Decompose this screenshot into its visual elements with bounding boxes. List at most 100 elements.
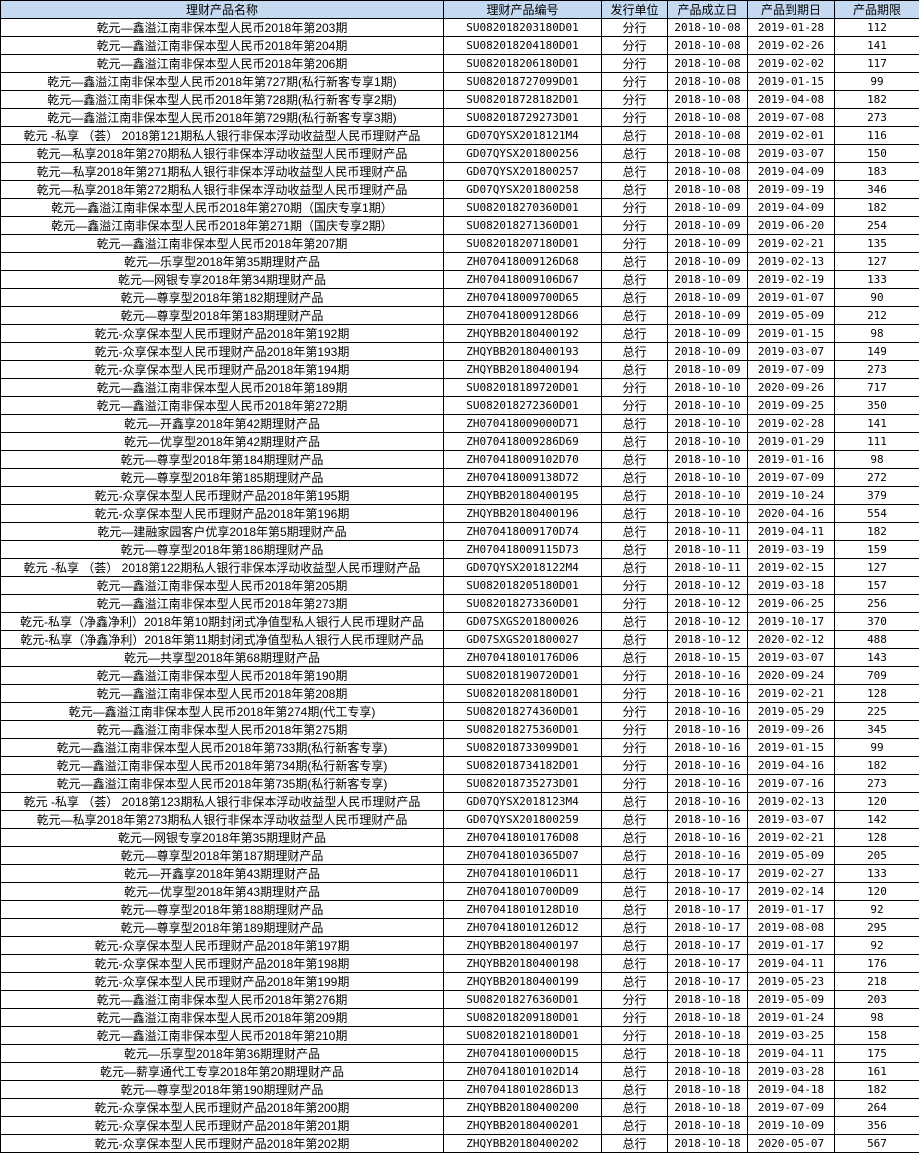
cell-issuer[interactable]: 总行 bbox=[602, 793, 668, 811]
cell-term-days[interactable]: 141 bbox=[835, 415, 919, 433]
cell-start-date[interactable]: 2018-10-18 bbox=[668, 1063, 748, 1081]
cell-product-name[interactable]: 乾元—鑫溢江南非保本型人民币2018年第204期 bbox=[1, 37, 444, 55]
cell-end-date[interactable]: 2019-03-07 bbox=[748, 811, 835, 829]
cell-product-code[interactable]: ZH070418009106D67 bbox=[444, 271, 602, 289]
cell-start-date[interactable]: 2018-10-16 bbox=[668, 757, 748, 775]
cell-term-days[interactable]: 120 bbox=[835, 793, 919, 811]
cell-issuer[interactable]: 总行 bbox=[602, 1117, 668, 1135]
cell-end-date[interactable]: 2019-06-25 bbox=[748, 595, 835, 613]
cell-issuer[interactable]: 分行 bbox=[602, 1009, 668, 1027]
cell-product-code[interactable]: SU082018208180D01 bbox=[444, 685, 602, 703]
cell-start-date[interactable]: 2018-10-10 bbox=[668, 433, 748, 451]
cell-product-code[interactable]: ZHQYBB20180400199 bbox=[444, 973, 602, 991]
cell-end-date[interactable]: 2019-01-07 bbox=[748, 289, 835, 307]
cell-start-date[interactable]: 2018-10-10 bbox=[668, 469, 748, 487]
cell-end-date[interactable]: 2019-04-18 bbox=[748, 1081, 835, 1099]
cell-issuer[interactable]: 总行 bbox=[602, 487, 668, 505]
cell-term-days[interactable]: 112 bbox=[835, 19, 919, 37]
cell-end-date[interactable]: 2019-01-29 bbox=[748, 433, 835, 451]
cell-product-name[interactable]: 乾元—鑫溢江南非保本型人民币2018年第276期 bbox=[1, 991, 444, 1009]
cell-term-days[interactable]: 161 bbox=[835, 1063, 919, 1081]
cell-product-name[interactable]: 乾元—鑫溢江南非保本型人民币2018年第272期 bbox=[1, 397, 444, 415]
cell-start-date[interactable]: 2018-10-08 bbox=[668, 19, 748, 37]
cell-product-name[interactable]: 乾元-众享保本型人民币理财产品2018年第202期 bbox=[1, 1135, 444, 1153]
cell-term-days[interactable]: 203 bbox=[835, 991, 919, 1009]
cell-issuer[interactable]: 总行 bbox=[602, 901, 668, 919]
cell-product-code[interactable]: SU082018190720D01 bbox=[444, 667, 602, 685]
cell-term-days[interactable]: 176 bbox=[835, 955, 919, 973]
cell-issuer[interactable]: 总行 bbox=[602, 955, 668, 973]
cell-product-code[interactable]: SU082018207180D01 bbox=[444, 235, 602, 253]
cell-product-code[interactable]: ZH070418009170D74 bbox=[444, 523, 602, 541]
cell-product-name[interactable]: 乾元-众享保本型人民币理财产品2018年第201期 bbox=[1, 1117, 444, 1135]
cell-term-days[interactable]: 143 bbox=[835, 649, 919, 667]
cell-product-code[interactable]: ZHQYBB20180400202 bbox=[444, 1135, 602, 1153]
cell-issuer[interactable]: 分行 bbox=[602, 757, 668, 775]
cell-end-date[interactable]: 2019-02-01 bbox=[748, 127, 835, 145]
cell-issuer[interactable]: 总行 bbox=[602, 415, 668, 433]
cell-issuer[interactable]: 总行 bbox=[602, 847, 668, 865]
cell-product-code[interactable]: ZH070418009102D70 bbox=[444, 451, 602, 469]
cell-product-name[interactable]: 乾元—鑫溢江南非保本型人民币2018年第729期(私行新客专享3期) bbox=[1, 109, 444, 127]
cell-start-date[interactable]: 2018-10-18 bbox=[668, 1027, 748, 1045]
cell-term-days[interactable]: 127 bbox=[835, 559, 919, 577]
cell-end-date[interactable]: 2020-04-16 bbox=[748, 505, 835, 523]
cell-issuer[interactable]: 分行 bbox=[602, 199, 668, 217]
cell-end-date[interactable]: 2019-02-13 bbox=[748, 793, 835, 811]
cell-product-code[interactable]: GD07QYSX201800256 bbox=[444, 145, 602, 163]
cell-start-date[interactable]: 2018-10-12 bbox=[668, 595, 748, 613]
cell-issuer[interactable]: 分行 bbox=[602, 703, 668, 721]
cell-product-name[interactable]: 乾元—鑫溢江南非保本型人民币2018年第728期(私行新客专享2期) bbox=[1, 91, 444, 109]
cell-product-code[interactable]: ZHQYBB20180400194 bbox=[444, 361, 602, 379]
cell-issuer[interactable]: 总行 bbox=[602, 181, 668, 199]
cell-issuer[interactable]: 分行 bbox=[602, 991, 668, 1009]
cell-product-code[interactable]: ZH070418009700D65 bbox=[444, 289, 602, 307]
cell-product-code[interactable]: SU082018210180D01 bbox=[444, 1027, 602, 1045]
cell-term-days[interactable]: 709 bbox=[835, 667, 919, 685]
cell-product-name[interactable]: 乾元—优享型2018年第42期理财产品 bbox=[1, 433, 444, 451]
cell-product-code[interactable]: ZH070418009000D71 bbox=[444, 415, 602, 433]
cell-end-date[interactable]: 2019-05-09 bbox=[748, 847, 835, 865]
cell-product-name[interactable]: 乾元—乐享型2018年第35期理财产品 bbox=[1, 253, 444, 271]
cell-term-days[interactable]: 254 bbox=[835, 217, 919, 235]
cell-product-code[interactable]: SU082018276360D01 bbox=[444, 991, 602, 1009]
cell-issuer[interactable]: 总行 bbox=[602, 919, 668, 937]
cell-product-code[interactable]: ZH070418010176D06 bbox=[444, 649, 602, 667]
cell-issuer[interactable]: 总行 bbox=[602, 937, 668, 955]
cell-product-code[interactable]: ZHQYBB20180400200 bbox=[444, 1099, 602, 1117]
cell-term-days[interactable]: 346 bbox=[835, 181, 919, 199]
cell-product-name[interactable]: 乾元-众享保本型人民币理财产品2018年第192期 bbox=[1, 325, 444, 343]
cell-end-date[interactable]: 2019-01-15 bbox=[748, 739, 835, 757]
cell-term-days[interactable]: 182 bbox=[835, 91, 919, 109]
cell-start-date[interactable]: 2018-10-10 bbox=[668, 505, 748, 523]
cell-term-days[interactable]: 98 bbox=[835, 1009, 919, 1027]
cell-start-date[interactable]: 2018-10-08 bbox=[668, 163, 748, 181]
cell-start-date[interactable]: 2018-10-15 bbox=[668, 649, 748, 667]
cell-product-code[interactable]: ZH070418009115D73 bbox=[444, 541, 602, 559]
cell-product-code[interactable]: SU082018728182D01 bbox=[444, 91, 602, 109]
cell-end-date[interactable]: 2019-03-25 bbox=[748, 1027, 835, 1045]
cell-product-code[interactable]: SU082018271360D01 bbox=[444, 217, 602, 235]
cell-product-code[interactable]: GD07SXGS201800027 bbox=[444, 631, 602, 649]
cell-start-date[interactable]: 2018-10-16 bbox=[668, 703, 748, 721]
cell-issuer[interactable]: 分行 bbox=[602, 739, 668, 757]
cell-product-code[interactable]: ZH070418010365D07 bbox=[444, 847, 602, 865]
cell-issuer[interactable]: 分行 bbox=[602, 73, 668, 91]
cell-product-code[interactable]: SU082018270360D01 bbox=[444, 199, 602, 217]
cell-start-date[interactable]: 2018-10-10 bbox=[668, 397, 748, 415]
cell-issuer[interactable]: 总行 bbox=[602, 289, 668, 307]
cell-issuer[interactable]: 分行 bbox=[602, 595, 668, 613]
cell-product-name[interactable]: 乾元—尊享型2018年第188期理财产品 bbox=[1, 901, 444, 919]
cell-product-name[interactable]: 乾元-众享保本型人民币理财产品2018年第196期 bbox=[1, 505, 444, 523]
cell-issuer[interactable]: 总行 bbox=[602, 1135, 668, 1153]
cell-end-date[interactable]: 2019-02-28 bbox=[748, 415, 835, 433]
cell-product-code[interactable]: SU082018729273D01 bbox=[444, 109, 602, 127]
cell-product-code[interactable]: SU082018209180D01 bbox=[444, 1009, 602, 1027]
cell-start-date[interactable]: 2018-10-17 bbox=[668, 937, 748, 955]
cell-issuer[interactable]: 分行 bbox=[602, 109, 668, 127]
cell-product-code[interactable]: ZH070418010000D15 bbox=[444, 1045, 602, 1063]
cell-end-date[interactable]: 2019-03-19 bbox=[748, 541, 835, 559]
cell-start-date[interactable]: 2018-10-11 bbox=[668, 541, 748, 559]
cell-issuer[interactable]: 总行 bbox=[602, 505, 668, 523]
cell-product-name[interactable]: 乾元-众享保本型人民币理财产品2018年第193期 bbox=[1, 343, 444, 361]
